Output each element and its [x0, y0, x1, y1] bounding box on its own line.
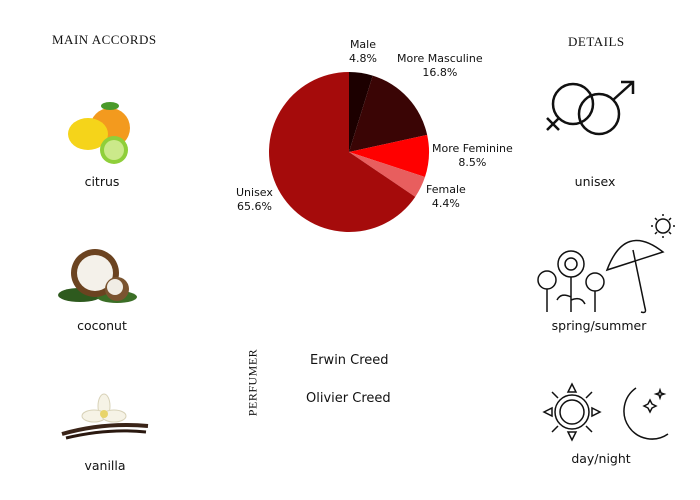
pie-label-female-value: 4.4%	[431, 197, 460, 210]
perfumer-title: PERFUMER	[245, 348, 260, 417]
pie-label-more-masculine: More Masculine 16.8%	[397, 52, 483, 80]
pie-label-female: Female 4.4%	[426, 183, 466, 211]
pie-label-unisex: Unisex 65.6%	[236, 186, 273, 214]
pie-slice-male	[349, 72, 373, 152]
pie-label-unisex-value: 65.6%	[236, 200, 272, 213]
accord-vanilla-label: vanilla	[84, 458, 126, 473]
pie-label-more-masculine-value: 16.8%	[422, 66, 458, 79]
pie-slice-female	[349, 152, 425, 197]
pie-slice-more-feminine	[349, 134, 429, 178]
pie-slice-unisex	[268, 72, 416, 233]
pie-label-unisex-name: Unisex	[236, 186, 273, 199]
gender-pie-chart	[268, 72, 429, 233]
flowers-umbrella-sun-icon	[537, 214, 675, 314]
gender-symbols-icon	[546, 80, 635, 136]
accord-coconut-label: coconut	[77, 318, 127, 333]
pie-label-male: Male 4.8%	[349, 38, 377, 66]
main-accords-title: MAIN ACCORDS	[52, 32, 157, 47]
sun-moon-icon	[542, 382, 669, 442]
pie-label-more-feminine: More Feminine 8.5%	[432, 142, 513, 170]
citrus-icon	[68, 102, 130, 164]
coconut-icon	[58, 249, 137, 303]
pie-slice-more-masculine	[349, 75, 428, 152]
pie-label-male-name: Male	[349, 38, 376, 51]
detail-time-label: day/night	[571, 451, 631, 466]
details-title: DETAILS	[568, 34, 625, 49]
perfumer-name[interactable]: Olivier Creed	[306, 391, 391, 406]
perfumer-name[interactable]: Erwin Creed	[310, 353, 389, 368]
pie-label-male-value: 4.8%	[349, 52, 377, 65]
pie-label-more-feminine-name: More Feminine	[432, 142, 513, 155]
detail-season-label: spring/summer	[551, 318, 647, 333]
pie-label-more-masculine-name: More Masculine	[397, 52, 483, 65]
vanilla-icon	[61, 393, 149, 440]
detail-unisex-label: unisex	[574, 174, 616, 189]
pie-label-more-feminine-value: 8.5%	[458, 156, 487, 169]
pie-label-female-name: Female	[426, 183, 466, 196]
accord-citrus-label: citrus	[84, 174, 120, 189]
